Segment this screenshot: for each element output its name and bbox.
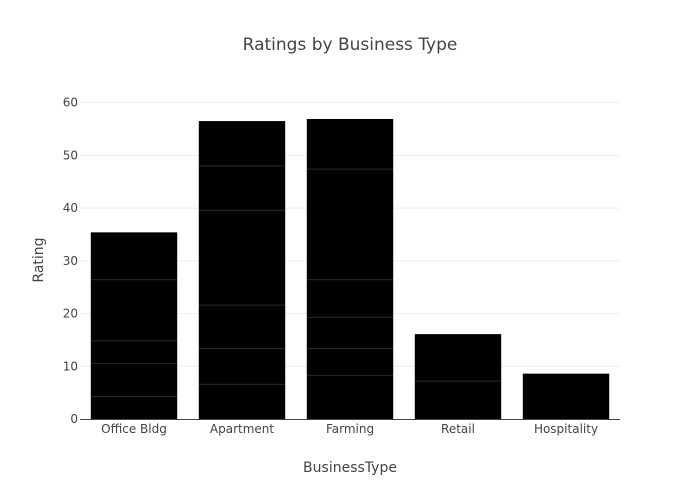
bar-apartment <box>198 121 286 419</box>
y-tick-label: 0 <box>70 412 78 426</box>
y-axis-ticks: 0 10 20 30 40 50 60 <box>63 96 78 426</box>
x-axis-label: BusinessType <box>303 460 397 476</box>
bar-hospitality <box>522 373 610 419</box>
y-tick-label: 30 <box>63 254 78 268</box>
chart-title: Ratings by Business Type <box>243 35 458 55</box>
y-tick-label: 20 <box>63 307 78 321</box>
bars <box>90 118 610 420</box>
x-tick-label: Apartment <box>210 422 274 436</box>
x-tick-label: Office Bldg <box>101 422 167 436</box>
bar-retail <box>414 334 502 419</box>
y-axis-label: Rating <box>31 237 47 282</box>
bar-office-bldg <box>90 232 178 419</box>
x-axis-ticks: Office Bldg Apartment Farming Retail Hospita… <box>101 422 598 436</box>
y-tick-label: 40 <box>63 201 78 215</box>
x-tick-label: Hospitality <box>534 422 598 436</box>
bar-farming <box>306 118 394 420</box>
y-tick-label: 10 <box>63 359 78 373</box>
y-tick-label: 50 <box>63 148 78 162</box>
y-tick-label: 60 <box>63 96 78 110</box>
x-tick-label: Retail <box>441 422 475 436</box>
x-tick-label: Farming <box>326 422 374 436</box>
